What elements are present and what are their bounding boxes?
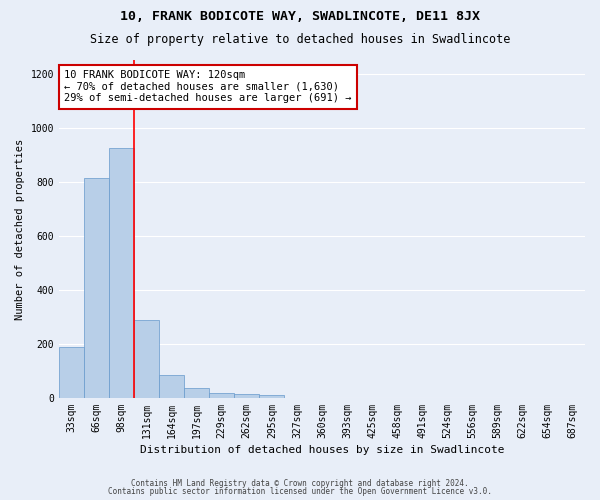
Bar bbox=[84, 178, 109, 398]
Text: Contains HM Land Registry data © Crown copyright and database right 2024.: Contains HM Land Registry data © Crown c… bbox=[131, 478, 469, 488]
Text: Contains public sector information licensed under the Open Government Licence v3: Contains public sector information licen… bbox=[108, 487, 492, 496]
Bar bbox=[134, 320, 159, 398]
Bar bbox=[109, 148, 134, 398]
Text: Size of property relative to detached houses in Swadlincote: Size of property relative to detached ho… bbox=[90, 32, 510, 46]
Bar bbox=[184, 388, 209, 398]
Bar bbox=[159, 375, 184, 398]
Text: 10, FRANK BODICOTE WAY, SWADLINCOTE, DE11 8JX: 10, FRANK BODICOTE WAY, SWADLINCOTE, DE1… bbox=[120, 10, 480, 23]
Bar bbox=[209, 392, 234, 398]
Text: 10 FRANK BODICOTE WAY: 120sqm
← 70% of detached houses are smaller (1,630)
29% o: 10 FRANK BODICOTE WAY: 120sqm ← 70% of d… bbox=[64, 70, 352, 103]
Y-axis label: Number of detached properties: Number of detached properties bbox=[15, 138, 25, 320]
Bar bbox=[234, 394, 259, 398]
Bar bbox=[59, 346, 84, 398]
X-axis label: Distribution of detached houses by size in Swadlincote: Distribution of detached houses by size … bbox=[140, 445, 504, 455]
Bar bbox=[259, 394, 284, 398]
